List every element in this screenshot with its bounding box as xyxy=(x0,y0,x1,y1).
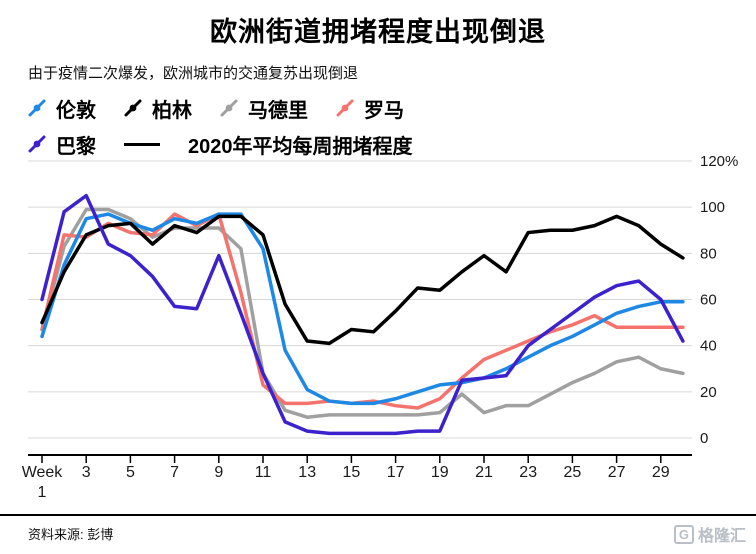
x-axis-tick-label: Week xyxy=(22,464,64,481)
legend-marker-icon xyxy=(220,99,238,117)
chart-subtitle: 由于疫情二次爆发，欧洲城市的交通复苏出现倒退 xyxy=(28,65,359,82)
x-axis-tick-label: 5 xyxy=(126,464,135,481)
x-axis-tick-label: 9 xyxy=(214,464,223,481)
legend-item: 马德里 xyxy=(220,94,308,123)
legend-marker-icon xyxy=(28,99,46,117)
legend-row: 巴黎 2020年平均每周拥堵程度 xyxy=(28,130,413,159)
y-axis-tick-label: 0 xyxy=(700,430,708,447)
y-axis-tick-label: 60 xyxy=(700,292,717,309)
legend-note: 2020年平均每周拥堵程度 xyxy=(188,136,413,158)
y-axis-tick-label: 80 xyxy=(700,245,717,262)
legend-item-label: 马德里 xyxy=(248,100,308,122)
legend-item: 柏林 xyxy=(124,94,192,123)
legend-item-label: 柏林 xyxy=(152,100,192,122)
x-axis-tick-label: 29 xyxy=(652,464,670,481)
x-axis-tick-label: 21 xyxy=(475,464,493,481)
average-line-icon xyxy=(124,143,160,146)
legend-item: 罗马 xyxy=(336,94,404,123)
series-line-4 xyxy=(40,212,685,410)
x-axis-tick-label: 17 xyxy=(387,464,405,481)
series-line-1 xyxy=(40,212,685,406)
x-axis-tick-label: 25 xyxy=(564,464,582,481)
gelonghui-logo: G 格隆汇 xyxy=(673,522,746,546)
series-line-5 xyxy=(40,193,685,436)
legend-item-label: 罗马 xyxy=(364,100,404,122)
x-axis-tick-label: 11 xyxy=(255,464,272,481)
series-line-3 xyxy=(40,207,685,419)
page-title: 欧洲街道拥堵程度出现倒退 xyxy=(210,17,546,47)
x-axis-tick-label: 23 xyxy=(519,464,537,481)
series-line-2 xyxy=(40,214,685,346)
x-axis-tick-label: 15 xyxy=(343,464,361,481)
legend-item-label: 巴黎 xyxy=(56,136,96,158)
x-axis-tick-label: 19 xyxy=(431,464,449,481)
legend-marker-icon xyxy=(124,99,142,117)
footer-divider xyxy=(0,514,756,516)
logo-g-icon: G xyxy=(673,524,694,544)
x-axis-tick-label: 13 xyxy=(298,464,316,481)
y-axis-tick-label: 40 xyxy=(700,338,717,355)
legend-item-label: 伦敦 xyxy=(56,100,96,122)
legend-item: 伦敦 xyxy=(28,94,96,123)
legend: 伦敦 柏林 马德里 罗马巴黎 2020年平均每周拥堵程度 xyxy=(28,94,413,159)
y-axis-tick-label: 120% xyxy=(700,153,738,170)
y-axis-tick-label: 100 xyxy=(700,199,725,216)
y-axis-tick-label: 20 xyxy=(700,384,717,401)
source-note: 资料来源: 彭博 xyxy=(28,527,114,542)
logo-text: 格隆汇 xyxy=(697,528,746,545)
x-axis-tick-label: 3 xyxy=(82,464,91,481)
legend-item: 巴黎 xyxy=(28,130,96,159)
legend-marker-icon xyxy=(28,135,46,153)
x-axis-tick-label: 27 xyxy=(608,464,626,481)
legend-row: 伦敦 柏林 马德里 罗马 xyxy=(28,94,413,123)
x-axis-tick-label: 1 xyxy=(38,484,47,501)
legend-marker-icon xyxy=(336,99,354,117)
x-axis-tick-label: 7 xyxy=(170,464,179,481)
